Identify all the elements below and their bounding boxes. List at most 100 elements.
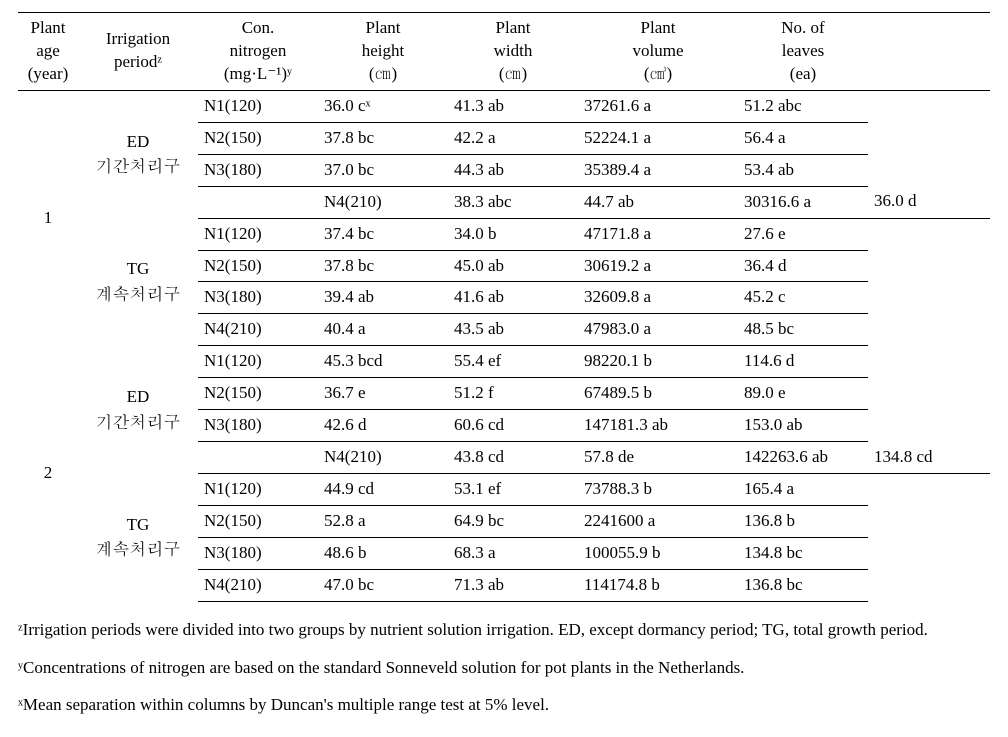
cell: 52.8 a <box>318 506 448 538</box>
plant-growth-table: Plantage(year) Irrigationperiodᶻ Con.nit… <box>18 12 990 602</box>
cell: 40.4 a <box>318 314 448 346</box>
cell: 51.2 f <box>448 378 578 410</box>
cell: 48.5 bc <box>738 314 868 346</box>
cell: 39.4 ab <box>318 282 448 314</box>
cell: 68.3 a <box>448 537 578 569</box>
con: N2(150) <box>198 122 318 154</box>
cell: 98220.1 b <box>578 346 738 378</box>
cell: 45.2 c <box>738 282 868 314</box>
cell: 30316.6 a <box>738 186 868 218</box>
cell: 64.9 bc <box>448 506 578 538</box>
con: N4(210) <box>198 314 318 346</box>
cell: 48.6 b <box>318 537 448 569</box>
cell: 44.7 ab <box>578 186 738 218</box>
cell: 36.4 d <box>738 250 868 282</box>
th-height: Plantheight(㎝) <box>318 13 448 91</box>
cell: 114174.8 b <box>578 569 738 601</box>
cell: 36.0 d <box>868 186 990 218</box>
group-tg-2: TG계속처리구 <box>78 474 198 602</box>
con: N3(180) <box>198 410 318 442</box>
th-irr: Irrigationperiodᶻ <box>78 13 198 91</box>
footnote-x: ˣMean separation within columns by Dunca… <box>18 687 990 723</box>
cell: 41.3 ab <box>448 90 578 122</box>
cell: 136.8 bc <box>738 569 868 601</box>
cell: 42.2 a <box>448 122 578 154</box>
cell: 53.4 ab <box>738 154 868 186</box>
th-volume: Plantvolume(㎤) <box>578 13 738 91</box>
cell: 60.6 cd <box>448 410 578 442</box>
th-width: Plantwidth(㎝) <box>448 13 578 91</box>
con: N4(210) <box>198 569 318 601</box>
cell: 57.8 de <box>578 442 738 474</box>
th-age: Plantage(year) <box>18 13 78 91</box>
age-2: 2 <box>18 346 78 602</box>
cell: 37261.6 a <box>578 90 738 122</box>
group-sep <box>198 186 318 218</box>
cell: 165.4 a <box>738 474 868 506</box>
cell: 44.3 ab <box>448 154 578 186</box>
cell: 47.0 bc <box>318 569 448 601</box>
cell: 47983.0 a <box>578 314 738 346</box>
cell: 153.0 ab <box>738 410 868 442</box>
footnote-z: ᶻIrrigation periods were divided into tw… <box>18 612 990 648</box>
cell: 134.8 cd <box>868 442 990 474</box>
con: N1(120) <box>198 346 318 378</box>
cell: 100055.9 b <box>578 537 738 569</box>
cell: 36.0 cˣ <box>318 90 448 122</box>
cell: 43.5 ab <box>448 314 578 346</box>
group-tg-1: TG계속처리구 <box>78 218 198 346</box>
cell: 147181.3 ab <box>578 410 738 442</box>
cell: 37.8 bc <box>318 250 448 282</box>
con: N4(210) <box>318 186 448 218</box>
group-ed-2: ED기간처리구 <box>78 346 198 474</box>
cell: 34.0 b <box>448 218 578 250</box>
cell: 52224.1 a <box>578 122 738 154</box>
cell: 136.8 b <box>738 506 868 538</box>
cell: 134.8 bc <box>738 537 868 569</box>
con: N2(150) <box>198 378 318 410</box>
cell: 37.0 bc <box>318 154 448 186</box>
footnotes: ᶻIrrigation periods were divided into tw… <box>18 612 990 723</box>
cell: 41.6 ab <box>448 282 578 314</box>
th-leaves: No. ofleaves(ea) <box>738 13 868 91</box>
con: N1(120) <box>198 474 318 506</box>
cell: 36.7 e <box>318 378 448 410</box>
cell: 43.8 cd <box>448 442 578 474</box>
cell: 56.4 a <box>738 122 868 154</box>
cell: 114.6 d <box>738 346 868 378</box>
con: N3(180) <box>198 282 318 314</box>
cell: 37.8 bc <box>318 122 448 154</box>
con: N3(180) <box>198 154 318 186</box>
cell: 47171.8 a <box>578 218 738 250</box>
cell: 30619.2 a <box>578 250 738 282</box>
con: N3(180) <box>198 537 318 569</box>
con: N1(120) <box>198 218 318 250</box>
table-body: 1 ED기간처리구 N1(120) 36.0 cˣ 41.3 ab 37261.… <box>18 90 990 601</box>
cell: 142263.6 ab <box>738 442 868 474</box>
cell: 51.2 abc <box>738 90 868 122</box>
cell: 42.6 d <box>318 410 448 442</box>
cell: 71.3 ab <box>448 569 578 601</box>
cell: 2241600 a <box>578 506 738 538</box>
cell: 32609.8 a <box>578 282 738 314</box>
cell: 27.6 e <box>738 218 868 250</box>
cell: 73788.3 b <box>578 474 738 506</box>
cell: 45.0 ab <box>448 250 578 282</box>
con: N2(150) <box>198 250 318 282</box>
footnote-y: ʸConcentrations of nitrogen are based on… <box>18 650 990 686</box>
cell: 45.3 bcd <box>318 346 448 378</box>
cell: 67489.5 b <box>578 378 738 410</box>
con: N4(210) <box>318 442 448 474</box>
group-sep <box>198 442 318 474</box>
cell: 89.0 e <box>738 378 868 410</box>
cell: 37.4 bc <box>318 218 448 250</box>
group-ed-1: ED기간처리구 <box>78 90 198 218</box>
con: N1(120) <box>198 90 318 122</box>
cell: 55.4 ef <box>448 346 578 378</box>
con: N2(150) <box>198 506 318 538</box>
cell: 38.3 abc <box>448 186 578 218</box>
cell: 53.1 ef <box>448 474 578 506</box>
th-con: Con.nitrogen(mg·L⁻¹)ʸ <box>198 13 318 91</box>
age-1: 1 <box>18 90 78 346</box>
cell: 35389.4 a <box>578 154 738 186</box>
